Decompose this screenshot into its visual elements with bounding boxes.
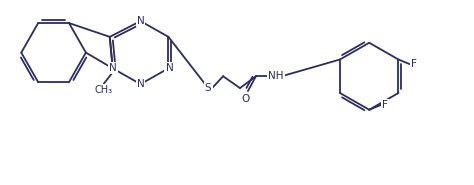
Text: N: N — [165, 63, 173, 73]
Text: O: O — [242, 94, 250, 104]
Text: N: N — [137, 79, 145, 89]
Text: S: S — [205, 83, 211, 93]
Text: N: N — [137, 16, 145, 26]
Text: NH: NH — [268, 71, 283, 81]
Text: F: F — [382, 100, 388, 110]
Text: F: F — [411, 59, 417, 69]
Text: CH₃: CH₃ — [95, 85, 113, 95]
Text: N: N — [109, 63, 117, 73]
